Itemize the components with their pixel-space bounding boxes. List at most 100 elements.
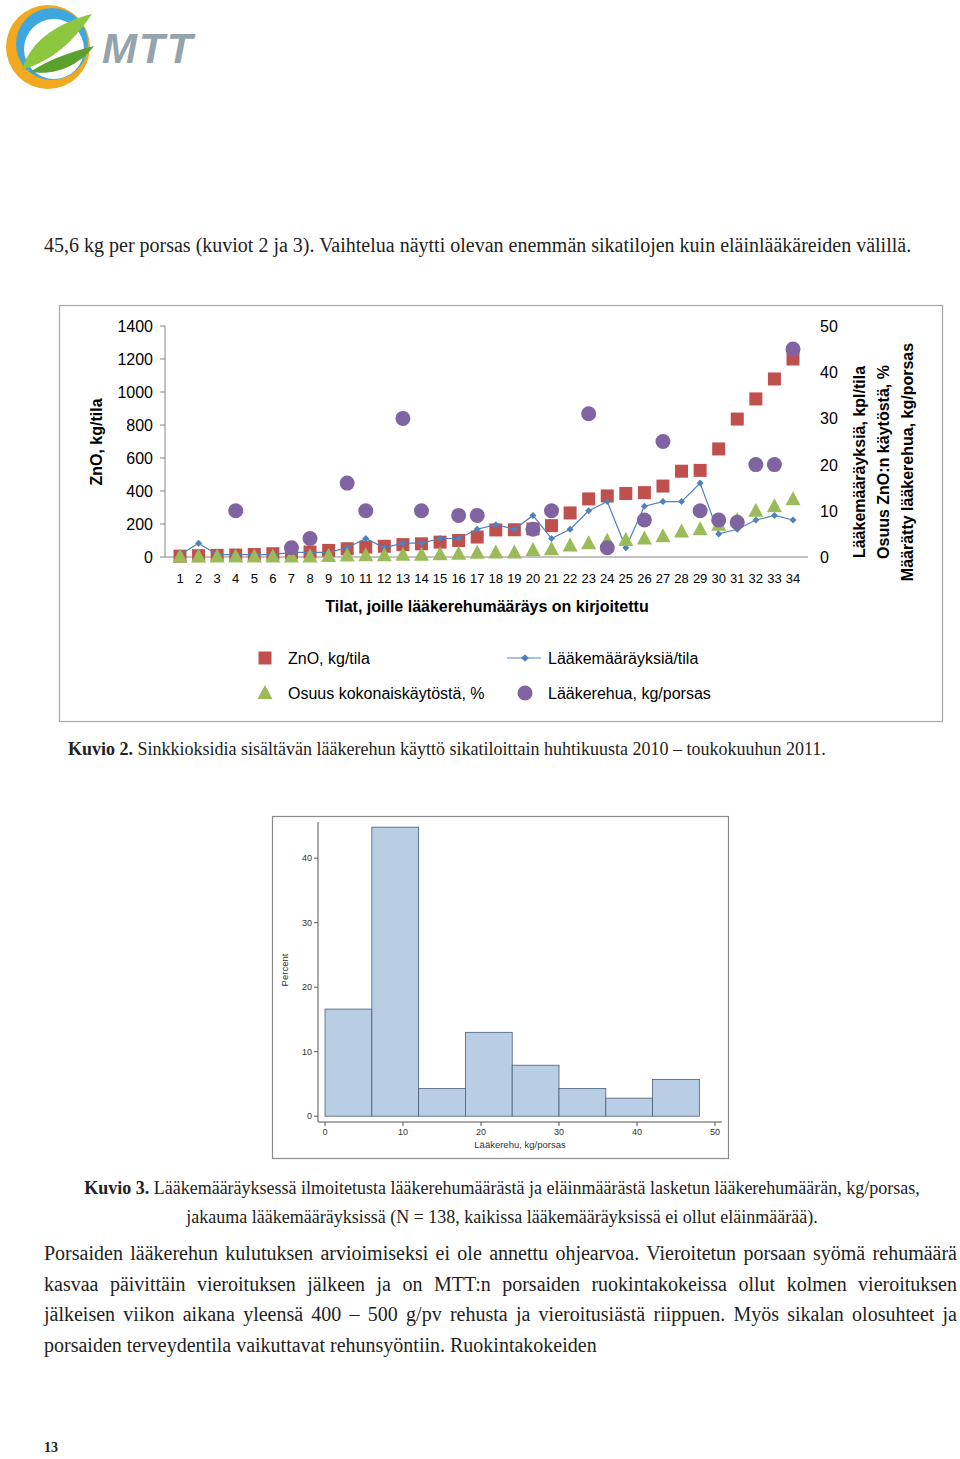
caption: Kuvio 2. Sinkkioksidia sisältävän lääker…	[68, 736, 948, 762]
x-tick-label: 28	[674, 571, 688, 586]
point	[173, 549, 188, 563]
point	[600, 540, 615, 555]
y-tick	[314, 1116, 318, 1117]
point	[191, 549, 206, 563]
point	[228, 503, 243, 518]
point	[767, 498, 782, 512]
y2-tick-label: 20	[820, 457, 838, 474]
x-axis	[318, 1122, 722, 1123]
y-tick-label: 40	[302, 853, 312, 863]
line-marker	[511, 526, 518, 533]
line-marker	[474, 526, 481, 533]
y2-axis-title: Määrätty lääkerehua, kg/porsas	[899, 343, 916, 581]
x-tick-label: 20	[476, 1127, 486, 1137]
y2-tick-label: 10	[820, 503, 838, 520]
point	[340, 476, 355, 491]
legend-marker	[521, 654, 529, 662]
point	[303, 531, 318, 546]
y2-tick-label: 50	[820, 318, 838, 335]
x-tick-label: 17	[470, 571, 484, 586]
legend-label: ZnO, kg/tila	[288, 650, 370, 667]
point	[656, 480, 669, 493]
point	[655, 528, 670, 542]
point	[730, 515, 745, 530]
point	[284, 540, 299, 555]
paragraph: 45,6 kg per porsas (kuviot 2 ja 3). Vaih…	[44, 230, 956, 260]
page: { "header": {"logo_text": "MTT"}, "intro…	[0, 0, 960, 1459]
histogram-bar	[653, 1079, 700, 1116]
chart-frame	[60, 306, 943, 722]
x-axis-title: Tilat, joille lääkerehumääräys on kirjoi…	[325, 598, 648, 615]
point	[544, 503, 559, 518]
point	[470, 545, 485, 559]
x-tick-label: 4	[232, 571, 239, 586]
point	[507, 544, 522, 558]
point	[748, 457, 763, 472]
line-marker	[437, 535, 444, 542]
x-tick-label: 15	[433, 571, 447, 586]
x-tick-label: 6	[269, 571, 276, 586]
y2-axis-title: Osuus ZnO:n käytöstä, %	[875, 365, 892, 559]
y-tick	[160, 524, 165, 525]
x-tick-label: 23	[581, 571, 595, 586]
line-marker	[678, 498, 685, 505]
point	[768, 372, 781, 385]
x-tick-label: 34	[786, 571, 800, 586]
point	[619, 487, 632, 500]
point	[470, 508, 485, 523]
y-tick	[314, 922, 318, 923]
line-marker	[492, 521, 499, 528]
y-tick-label: 200	[126, 516, 153, 533]
histogram-bar	[419, 1088, 466, 1116]
caption-label: Kuvio 3.	[84, 1178, 149, 1198]
x-tick-label: 8	[306, 571, 313, 586]
series	[228, 342, 800, 556]
legend-label: Osuus kokonaiskäytöstä, %	[288, 685, 485, 702]
histogram-bar	[559, 1088, 606, 1116]
x-tick-label: 9	[325, 571, 332, 586]
y-tick-label: 400	[126, 483, 153, 500]
point	[247, 549, 262, 563]
point	[581, 406, 596, 421]
point	[303, 549, 318, 563]
x-tick-label: 2	[195, 571, 202, 586]
caption-text: Sinkkioksidia sisältävän lääkerehun käyt…	[138, 739, 826, 759]
point	[748, 503, 763, 517]
logo-text: MTT	[102, 25, 196, 72]
histogram-bar	[465, 1032, 512, 1116]
point	[228, 549, 243, 563]
histogram-bar	[325, 1009, 372, 1116]
x-tick-label: 29	[693, 571, 707, 586]
y2-tick-label: 40	[820, 364, 838, 381]
point	[192, 549, 205, 562]
y-tick-label: 0	[307, 1111, 312, 1121]
series	[174, 353, 800, 563]
x-tick-label: 10	[340, 571, 354, 586]
point	[711, 513, 726, 528]
point	[694, 464, 707, 477]
chart-2: 01020304001020304050Lääkerehu, kg/porsas…	[273, 817, 729, 1159]
y-tick	[160, 425, 165, 426]
x-tick-label: 31	[730, 571, 744, 586]
y-tick-label: 1000	[117, 384, 153, 401]
point	[525, 522, 540, 537]
point	[210, 549, 225, 563]
point	[265, 549, 280, 563]
x-tick-label: 24	[600, 571, 614, 586]
legend: ZnO, kg/tilaLääkemääräyksiä/tilaOsuus ko…	[258, 650, 711, 702]
y-tick	[160, 458, 165, 459]
histogram-bar	[372, 827, 419, 1116]
y-tick-label: 800	[126, 417, 153, 434]
x-tick-label: 50	[710, 1127, 720, 1137]
caption-text: Lääkemääräyksessä ilmoitetusta lääkerehu…	[154, 1178, 920, 1227]
x-tick-label: 20	[526, 571, 540, 586]
point	[414, 503, 429, 518]
point	[638, 486, 651, 499]
x-tick	[481, 1122, 482, 1126]
point	[693, 503, 708, 518]
y-axis	[165, 326, 166, 557]
series	[173, 491, 801, 562]
y-tick-label: 10	[302, 1047, 312, 1057]
y2-tick-label: 30	[820, 410, 838, 427]
x-tick-label: 25	[619, 571, 633, 586]
